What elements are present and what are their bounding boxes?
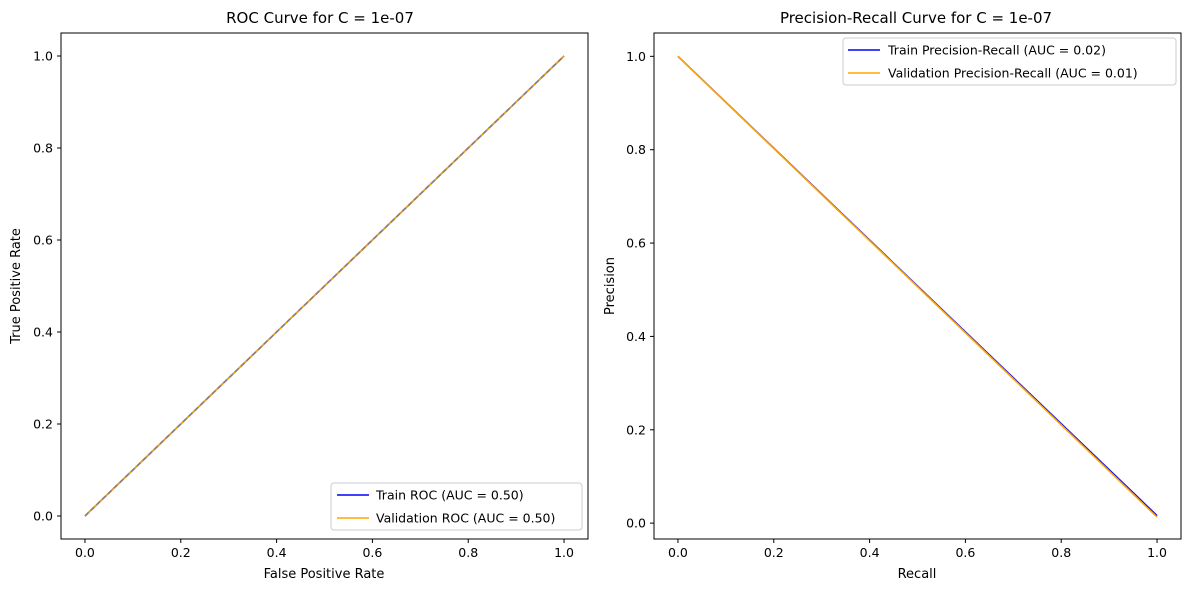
y-tick-label: 0.8 <box>33 141 53 156</box>
x-tick-label: 1.0 <box>1147 545 1167 560</box>
reference-diagonal-line <box>84 55 565 517</box>
y-tick-label: 0.4 <box>626 329 646 344</box>
y-tick-label: 1.0 <box>626 49 646 64</box>
legend: Train Precision-Recall (AUC = 0.02) Vali… <box>842 37 1177 86</box>
y-axis-label: Precision <box>603 257 618 315</box>
y-tick-label: 0.2 <box>626 422 646 437</box>
y-tick-label: 0.4 <box>33 325 53 340</box>
x-tick-label: 0.2 <box>171 545 191 560</box>
legend: Train ROC (AUC = 0.50) Validation ROC (A… <box>330 482 583 531</box>
x-tick-label: 0.6 <box>955 545 975 560</box>
roc-chart: ROC Curve for C = 1e-07 0.0 0.2 0.4 0.6 0.8 1… <box>9 9 589 582</box>
plot-area <box>60 32 589 540</box>
y-axis-label: True Positive Rate <box>9 228 24 345</box>
y-tick-label: 0.8 <box>626 142 646 157</box>
y-tick-label: 0.6 <box>626 236 646 251</box>
x-tick-label: 0.6 <box>362 545 382 560</box>
plot-area <box>653 32 1182 540</box>
x-tick-label: 0.2 <box>764 545 784 560</box>
precision-recall-chart: Precision-Recall Curve for C = 1e-07 0.0… <box>603 9 1182 582</box>
y-tick-label: 0.2 <box>33 417 53 432</box>
legend-box <box>842 37 1177 86</box>
x-tick-label: 0.8 <box>458 545 478 560</box>
x-tick-label: 0.8 <box>1051 545 1071 560</box>
y-tick-label: 0.0 <box>626 516 646 531</box>
x-tick-label: 0.4 <box>267 545 287 560</box>
x-axis-label: False Positive Rate <box>264 567 385 582</box>
x-tick-label: 0.4 <box>860 545 880 560</box>
roc-marks: 0.0 0.2 0.4 0.6 0.8 1.0 0.0 0.2 0.4 0.6 0.8 1.0 <box>33 49 574 561</box>
legend-box <box>330 482 583 531</box>
x-axis-label: Recall <box>898 567 937 582</box>
chart-title: Precision-Recall Curve for C = 1e-07 <box>780 9 1052 27</box>
x-tick-label: 0.0 <box>668 545 688 560</box>
legend-label-validation: Validation ROC (AUC = 0.50) <box>376 511 555 526</box>
y-tick-label: 0.6 <box>33 233 53 248</box>
legend-label-train: Train ROC (AUC = 0.50) <box>375 488 524 503</box>
pr-marks: 0.0 0.2 0.4 0.6 0.8 1.0 0.0 0.2 0.4 0.6 0.8 1.0 <box>626 49 1167 560</box>
y-tick-label: 1.0 <box>33 49 53 64</box>
x-tick-label: 1.0 <box>554 545 574 560</box>
series-line-validation <box>677 55 1158 518</box>
x-tick-label: 0.0 <box>75 545 95 560</box>
chart-title: ROC Curve for C = 1e-07 <box>226 9 414 27</box>
legend-label-train: Train Precision-Recall (AUC = 0.02) <box>887 43 1106 58</box>
legend-label-validation: Validation Precision-Recall (AUC = 0.01) <box>888 66 1138 81</box>
y-tick-label: 0.0 <box>33 509 53 524</box>
